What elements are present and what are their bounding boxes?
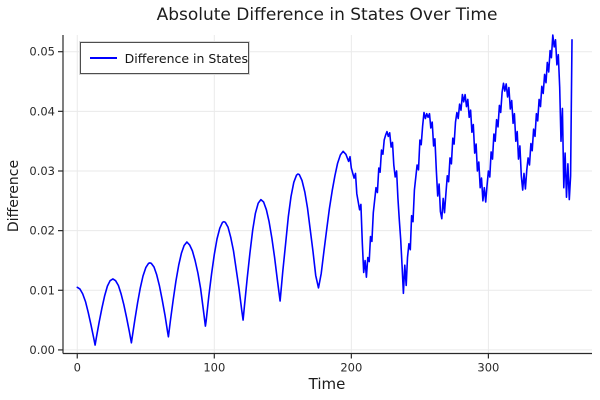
y-tick-label: 0.01 [29, 283, 55, 297]
legend-line-swatch [90, 57, 117, 59]
chart-title: Absolute Difference in States Over Time [156, 5, 498, 25]
y-tick-label: 0.03 [29, 164, 55, 178]
x-tick-label: 300 [477, 361, 499, 375]
legend-label: Difference in States [124, 50, 248, 66]
x-tick-label: 100 [203, 361, 225, 375]
x-axis-title: Time [308, 375, 346, 393]
legend: Difference in States [80, 42, 249, 74]
x-tick-label: 0 [74, 361, 81, 375]
y-tick-label: 0.02 [29, 224, 55, 238]
x-tick-label: 200 [340, 361, 362, 375]
y-tick-label: 0.05 [29, 45, 55, 59]
y-axis-title: Difference [6, 159, 22, 233]
y-tick-label: 0.00 [29, 343, 55, 357]
y-tick-label: 0.04 [29, 104, 55, 118]
series-line [76, 34, 573, 346]
